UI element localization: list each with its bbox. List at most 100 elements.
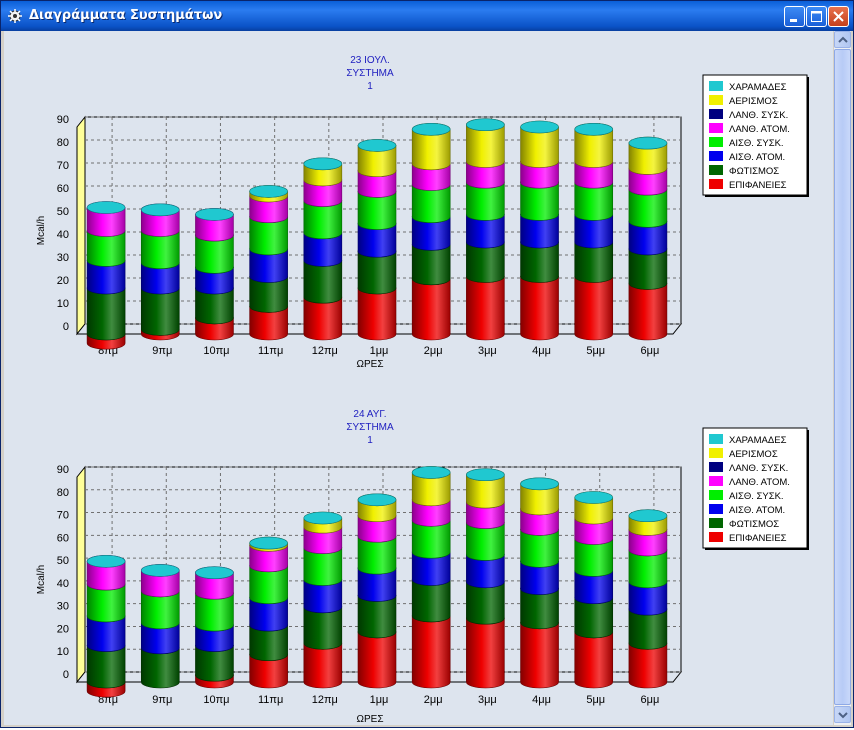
- bar-segment-body: [195, 592, 234, 632]
- bar-segment-body: [303, 606, 343, 650]
- x-tick-label: 5μμ: [586, 694, 605, 706]
- bar-segment-body: [86, 207, 126, 237]
- bar-segment-body: [303, 179, 343, 207]
- x-tick-label: 2μμ: [424, 345, 443, 357]
- legend-label: ΦΩΤΙΣΜΟΣ: [729, 166, 779, 177]
- bar-cap: [249, 536, 288, 550]
- bar-segment-body: [86, 583, 126, 623]
- x-tick-label: 12πμ: [312, 694, 338, 706]
- bar-segment-body: [357, 191, 397, 230]
- bar-cap: [195, 208, 234, 221]
- bar-segment-body: [628, 608, 668, 650]
- y-tick-label: 60: [57, 532, 69, 544]
- y-tick-label: 80: [57, 137, 69, 149]
- scroll-down-button[interactable]: [834, 706, 851, 723]
- x-tick-label: 2μμ: [424, 694, 443, 706]
- scroll-thumb[interactable]: [834, 49, 851, 705]
- bar-segment-body: [466, 181, 505, 221]
- vertical-scrollbar[interactable]: [834, 31, 851, 725]
- bar-cap: [140, 564, 180, 577]
- x-tick-label: 10πμ: [203, 694, 229, 706]
- bar-segment-body: [303, 200, 343, 240]
- bar-segment-body: [520, 622, 559, 689]
- y-tick-label: 10: [57, 646, 69, 658]
- legend-swatch: [709, 81, 723, 91]
- bar-segment-body: [574, 161, 614, 189]
- bar-segment-body: [520, 483, 559, 516]
- bar-cap: [466, 468, 505, 482]
- bar-segment-body: [195, 645, 234, 682]
- y-tick-label: 90: [57, 114, 69, 126]
- y-tick-label: 50: [57, 206, 69, 218]
- bar-segment-body: [357, 250, 397, 295]
- minimize-button[interactable]: [784, 6, 805, 27]
- x-tick-label: 1μμ: [370, 345, 389, 357]
- bar-segment-body: [86, 260, 126, 295]
- bar-segment-body: [140, 230, 180, 269]
- legend-swatch: [709, 151, 723, 161]
- bar-cap: [195, 566, 234, 579]
- bar-segment-body: [574, 570, 614, 604]
- legend-label: ΛΑΝΘ. ΣΥΣΚ.: [729, 110, 788, 121]
- bar-segment-body: [628, 221, 668, 256]
- bar-segment-body: [195, 234, 234, 274]
- legend-label: ΕΠΙΦΑΝΕΙΕΣ: [729, 533, 787, 544]
- charts-canvas: 23 ΙΟΥΛ.ΣΥΣΤΗΜΑ10102030405060708090Mcal/…: [36, 55, 809, 725]
- y-tick-label: 70: [57, 160, 69, 172]
- bar-segment-body: [520, 181, 559, 221]
- bar-segment-body: [357, 170, 397, 198]
- bar-segment-body: [520, 508, 559, 536]
- bar-segment-body: [303, 547, 343, 586]
- bar-cap: [303, 511, 343, 525]
- bar-segment-body: [466, 124, 505, 168]
- maximize-button[interactable]: [806, 6, 827, 27]
- x-tick-label: 9πμ: [152, 345, 172, 357]
- close-button[interactable]: [828, 6, 849, 27]
- bar-segment-body: [303, 260, 343, 304]
- close-icon: [833, 11, 844, 22]
- x-tick-label: 4μμ: [532, 345, 551, 357]
- bar-segment-body: [574, 597, 614, 639]
- x-tick-label: 10πμ: [203, 345, 229, 357]
- bar-segment-body: [195, 624, 234, 652]
- scroll-up-button[interactable]: [834, 31, 851, 48]
- bar-segment-body: [411, 129, 451, 171]
- bar-cap: [86, 201, 126, 214]
- bar-segment-body: [357, 595, 397, 639]
- bar-cap: [466, 118, 505, 131]
- bar-segment-body: [195, 214, 234, 242]
- bar-segment-body: [411, 615, 451, 689]
- bar-segment-body: [574, 517, 614, 545]
- bar-segment-body: [466, 276, 505, 341]
- chart-title-line: ΣΥΣΤΗΜΑ: [346, 422, 394, 433]
- bar-segment-body: [303, 642, 343, 689]
- title-bar[interactable]: Διαγράμματα Συστημάτων: [1, 1, 853, 31]
- bar-segment-body: [411, 163, 451, 191]
- bar-segment-body: [411, 278, 451, 341]
- bar-cap: [411, 123, 451, 136]
- client-area: 23 ΙΟΥΛ. ΣΥΣΤΗΜΑ 1 0 10 20 30 40 50 60 70 80 90 Mcal/…: [4, 31, 833, 725]
- bar-segment-body: [140, 209, 180, 237]
- window-title: Διαγράμματα Συστημάτων: [29, 8, 223, 23]
- bar-segment-body: [466, 214, 505, 249]
- y-axis-label: Mcal/h: [36, 216, 47, 245]
- legend-swatch: [709, 518, 723, 528]
- bar-segment-body: [411, 216, 451, 251]
- bar-segment-body: [411, 472, 451, 507]
- bar-segment-body: [86, 645, 126, 689]
- bar-segment-body: [249, 597, 288, 632]
- bar-segment-body: [357, 515, 397, 543]
- chart-panel-2: 24 ΑΥΓ.ΣΥΣΤΗΜΑ10102030405060708090Mcal/h…: [36, 409, 809, 725]
- legend-box: [702, 427, 808, 549]
- bar-segment-body: [411, 499, 451, 527]
- y-axis-label: Mcal/h: [36, 565, 47, 594]
- x-tick-label: 3μμ: [478, 345, 497, 357]
- y-tick-label: 40: [57, 229, 69, 241]
- legend-swatch: [709, 476, 723, 486]
- bar-segment-body: [303, 526, 343, 554]
- bar-segment-body: [86, 560, 126, 591]
- x-axis-label: ΩΡΕΣ: [357, 714, 384, 725]
- bar-segment-body: [303, 579, 343, 614]
- x-axis-label: ΩΡΕΣ: [357, 359, 384, 370]
